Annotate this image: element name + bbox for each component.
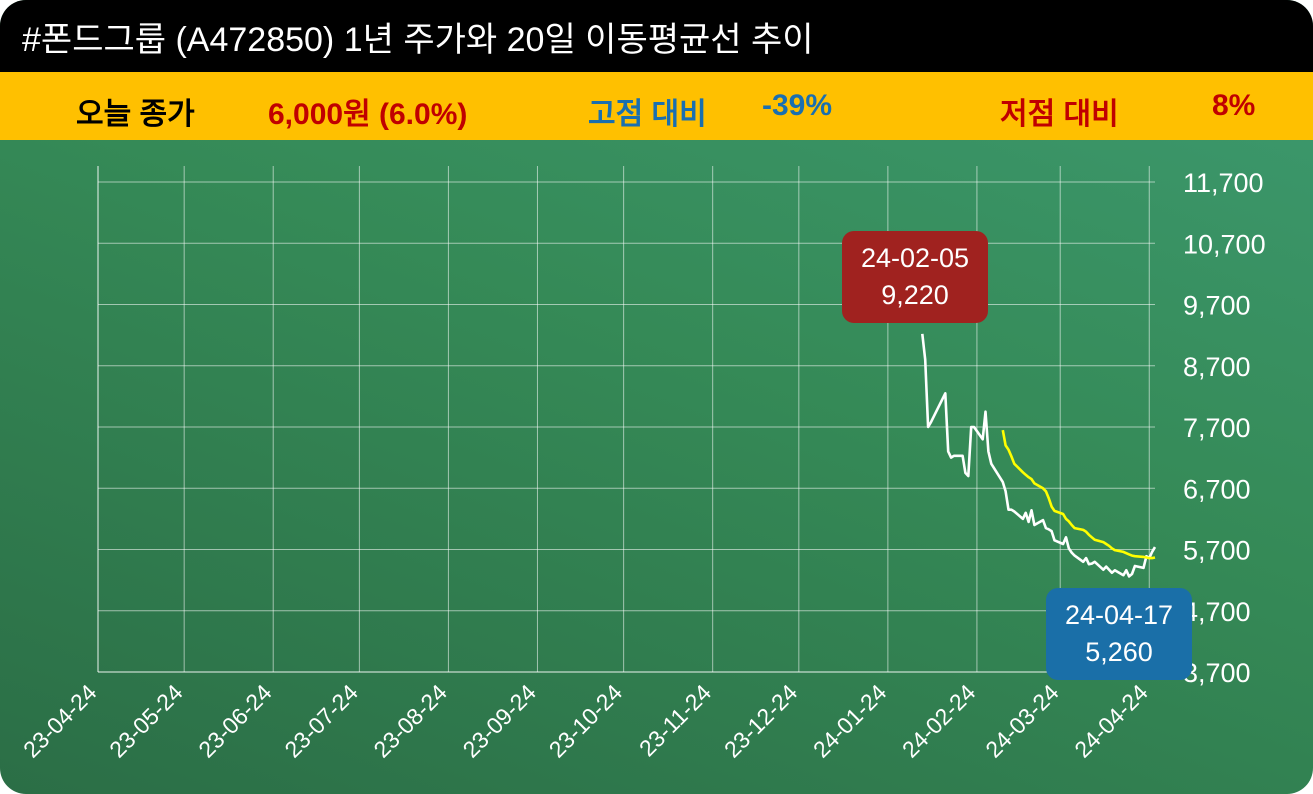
stats-bar: 오늘 종가 6,000원 (6.0%) 고점 대비 -39% 저점 대비 8%: [0, 72, 1313, 140]
low-annotation-value: 5,260: [1085, 637, 1153, 667]
y-tick-label: 11,700: [1183, 168, 1264, 198]
high-annotation: 24-02-05 9,220: [842, 231, 988, 323]
low-annotation-date: 24-04-17: [1065, 600, 1173, 630]
price-line: [921, 333, 1157, 578]
x-tick-label: 23-08-24: [368, 679, 452, 763]
x-tick-label: 23-11-24: [634, 679, 716, 761]
y-tick-label: 10,700: [1183, 229, 1266, 259]
y-tick-label: 4,700: [1183, 597, 1251, 627]
y-tick-label: 7,700: [1183, 413, 1251, 443]
x-tick-label: 23-10-24: [544, 679, 628, 763]
y-tick-label: 6,700: [1183, 474, 1251, 504]
high-annotation-box: [842, 231, 988, 323]
high-compare-value: -39%: [762, 89, 833, 122]
close-price-value: 6,000원 (6.0%): [268, 98, 468, 131]
x-tick-label: 23-06-24: [193, 679, 277, 763]
page-title: #폰드그룹 (A472850) 1년 주가와 20일 이동평균선 추이: [0, 0, 1313, 72]
low-annotation-box: [1046, 588, 1192, 680]
low-compare-value: 8%: [1212, 89, 1256, 122]
high-annotation-value: 9,220: [881, 280, 949, 310]
ma20-line: [1001, 429, 1156, 560]
high-compare-label: 고점 대비: [588, 98, 707, 131]
x-tick-label: 23-07-24: [279, 679, 363, 763]
y-tick-label: 3,700: [1183, 658, 1251, 688]
close-price-label: 오늘 종가: [76, 98, 195, 131]
x-tick-label: 23-12-24: [719, 679, 803, 763]
x-tick-label: 23-05-24: [104, 679, 188, 763]
high-annotation-date: 24-02-05: [861, 243, 969, 273]
x-tick-label: 23-04-24: [18, 679, 102, 763]
low-compare-label: 저점 대비: [1000, 98, 1119, 131]
x-tick-label: 24-03-24: [980, 679, 1064, 763]
y-tick-label: 9,700: [1183, 291, 1251, 321]
price-chart: 11,700 10,700 9,700 8,700 7,700 6,700 5,700 4,7…: [18, 166, 1266, 763]
x-tick-label: 24-04-24: [1069, 679, 1153, 763]
y-tick-label: 8,700: [1183, 352, 1251, 382]
x-tick-label: 24-02-24: [897, 679, 981, 763]
low-annotation: 24-04-17 5,260: [1046, 588, 1192, 680]
x-tick-label: 24-01-24: [808, 679, 892, 763]
x-tick-label: 23-09-24: [458, 679, 542, 763]
y-tick-label: 5,700: [1183, 536, 1251, 566]
